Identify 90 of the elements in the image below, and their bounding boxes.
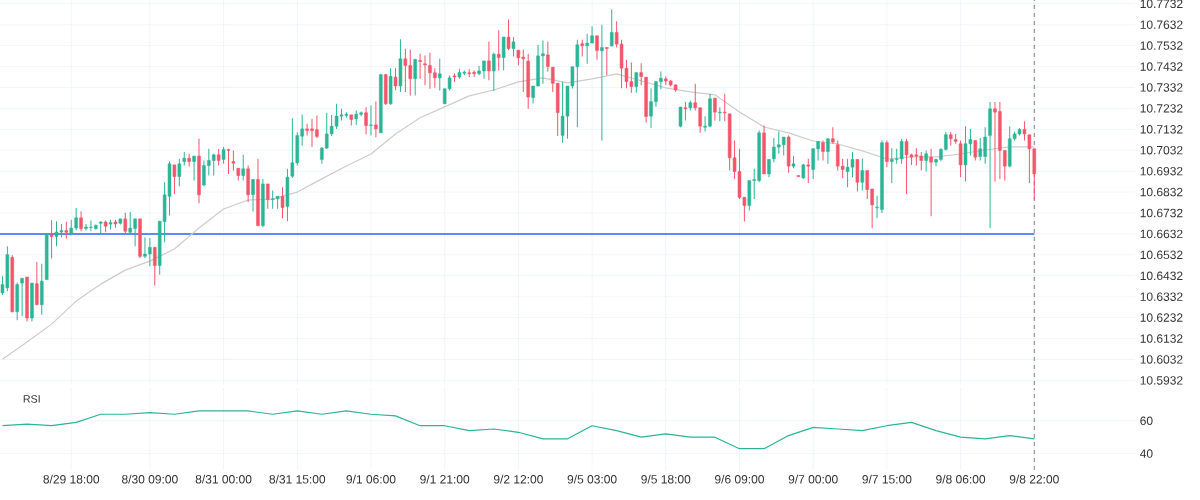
- candlestick: [501, 36, 506, 72]
- candlestick: [177, 158, 182, 187]
- text: RSI: [23, 395, 40, 403]
- candlestick: [153, 246, 157, 286]
- y-tick-label: 60: [1140, 416, 1153, 426]
- y-tick-label: 10.6132: [1140, 334, 1183, 343]
- candlestick: [722, 93, 727, 122]
- candlestick: [511, 36, 516, 57]
- candlestick: [374, 100, 378, 138]
- candlestick: [49, 219, 54, 260]
- candlestick: [600, 24, 604, 142]
- candlestick: [241, 154, 245, 182]
- x-tick-label: 9/8 22:00: [1009, 474, 1059, 484]
- y-tick-label: 10.7232: [1140, 104, 1183, 113]
- candlestick: [546, 40, 550, 73]
- x-tick-label: 9/1 06:00: [346, 474, 396, 484]
- candlestick: [506, 18, 511, 51]
- candlestick: [79, 210, 83, 232]
- candlestick: [781, 136, 786, 156]
- candlestick: [605, 47, 609, 76]
- candlestick: [172, 164, 177, 195]
- candlestick: [403, 48, 408, 93]
- y-tick-label: 10.7632: [1140, 20, 1183, 29]
- x-tick-label: 9/2 12:00: [493, 474, 543, 484]
- candlestick: [413, 58, 417, 97]
- candlestick: [192, 155, 196, 182]
- x-tick-label: 9/5 18:00: [641, 474, 691, 484]
- candlestick: [713, 97, 717, 122]
- y-tick-label: 10.7132: [1140, 125, 1183, 134]
- y-tick-label: 10.6832: [1140, 187, 1183, 197]
- y-tick-label: 10.7032: [1140, 145, 1183, 155]
- x-tick-label: 8/30 09:00: [122, 474, 178, 484]
- candlestick: [393, 67, 398, 91]
- y-tick-label: 40: [1139, 449, 1153, 458]
- candlestick: [266, 183, 270, 210]
- x-tick-label: 9/1 21:00: [420, 474, 470, 484]
- candlestick: [595, 35, 599, 61]
- y-tick-label: 10.5932: [1140, 376, 1183, 385]
- candlestick: [806, 158, 811, 184]
- y-tick-label: 10.6932: [1140, 166, 1183, 176]
- candlestick: [492, 52, 496, 92]
- candlestick: [226, 148, 231, 175]
- line-series: [1, 73, 1035, 360]
- candlestick: [924, 149, 928, 173]
- candlestick: [364, 106, 368, 136]
- candlestick: [929, 148, 933, 217]
- candlestick: [280, 186, 285, 219]
- x-tick-label: 8/29 18:00: [43, 474, 100, 484]
- x-tick-label: 8/31 00:00: [195, 474, 252, 484]
- candlestick: [123, 212, 128, 234]
- y-tick-label: 10.7732: [1140, 0, 1183, 9]
- candlestick: [973, 139, 978, 161]
- candlestick: [369, 104, 373, 137]
- candlestick: [231, 149, 236, 172]
- y-tick-label: 10.6532: [1140, 250, 1183, 260]
- candlestick: [683, 101, 688, 122]
- candlestick: [885, 139, 889, 168]
- y-tick-label: 10.6332: [1140, 292, 1183, 301]
- candlestick: [418, 53, 422, 80]
- x-tick-label: 9/8 06:00: [936, 474, 986, 484]
- candlestick: [899, 138, 904, 165]
- candlestick: [639, 62, 643, 86]
- candlestick: [290, 117, 295, 179]
- x-tick-label: 9/7 15:00: [862, 474, 912, 484]
- candlestick: [826, 138, 830, 165]
- candlestick: [855, 158, 860, 192]
- y-tick-label: 10.6232: [1140, 313, 1183, 322]
- candlestick: [35, 261, 39, 306]
- candlestick: [487, 40, 491, 81]
- y-tick-label: 10.6732: [1140, 208, 1183, 218]
- y-tick-label: 10.6032: [1140, 355, 1183, 364]
- y-tick-label: 10.7532: [1140, 41, 1183, 50]
- candlestick: [860, 158, 865, 192]
- y-tick-label: 10.6432: [1140, 271, 1183, 281]
- x-tick-label: 9/6 09:00: [715, 474, 765, 484]
- candlestick: [821, 139, 825, 161]
- x-tick-label: 9/7 00:00: [788, 474, 838, 484]
- candlestick: [958, 139, 963, 178]
- y-tick-label: 10.7432: [1140, 62, 1183, 71]
- candlestick: [438, 58, 442, 92]
- x-tick-label: 9/5 03:00: [567, 474, 617, 484]
- candlestick: [20, 277, 24, 317]
- candlestick: [496, 29, 501, 72]
- candlestick: [634, 72, 639, 94]
- y-tick-label: 10.6632: [1140, 229, 1183, 239]
- x-tick-label: 8/31 15:00: [269, 474, 326, 484]
- y-tick-label: 10.7332: [1140, 83, 1183, 92]
- candlestick: [609, 9, 614, 47]
- candlestick: [251, 178, 255, 213]
- candlestick: [40, 263, 44, 316]
